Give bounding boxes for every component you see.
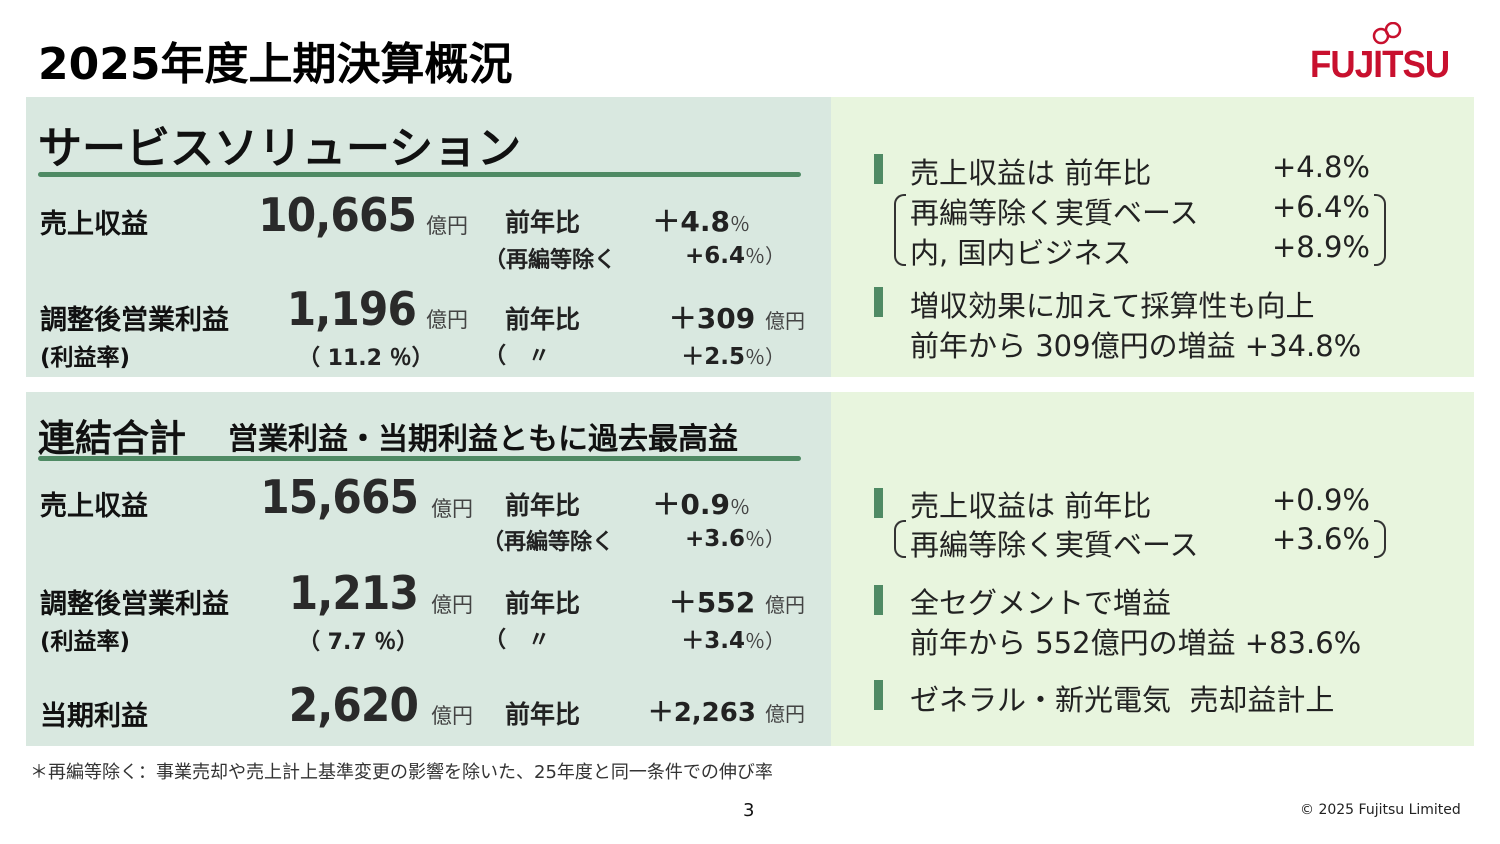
cons-revenue-value: 15,665 [260, 470, 419, 524]
bullet-bar [874, 154, 883, 184]
yoy-unit: 億円 [765, 702, 805, 726]
copyright: © 2025 Fujitsu Limited [1300, 802, 1461, 818]
ss-hl-profit-increase: 前年から 309億円の増益 +34.8% [910, 329, 1362, 363]
cons-margin-value: （ 7.7 ％） [298, 630, 419, 655]
adj-number: +3.6 [684, 526, 745, 552]
left-bracket [894, 520, 906, 558]
cons-revenue-adj-label: （再編等除く [482, 530, 615, 555]
cons-net-profit-value: 2,620 [288, 678, 419, 732]
consolidated-heading: 連結合計 [38, 417, 186, 460]
ss-hl-adj-label: 再編等除く実質ベース [910, 196, 1199, 230]
cons-net-profit-yoy-label: 前年比 [505, 700, 581, 729]
cons-op-profit-yoy-label: 前年比 [505, 589, 581, 618]
cons-hl-segments: 全セグメントで増益 [910, 586, 1172, 620]
ss-hl-domestic-label: 内, 国内ビジネス [910, 236, 1132, 270]
margin-yoy-number: ＋2.5 [681, 344, 745, 370]
bullet-bar [874, 585, 883, 615]
footnote: ＊再編等除く：事業売却や売上計上基準変更の影響を除いた、25年度と同一条件での伸… [30, 762, 773, 783]
left-bracket [894, 194, 906, 266]
yoy-unit: ％ [730, 212, 750, 236]
yoy-number: ＋2,263 [647, 698, 756, 728]
cons-hl-revenue-value: +0.9% [1272, 483, 1370, 517]
cons-net-profit-yoy-value: ＋2,263 億円 [600, 692, 805, 729]
ss-op-profit-yoy-value: ＋309 億円 [640, 297, 805, 337]
ss-margin-yoy-value: ＋2.5％） [660, 337, 785, 371]
yoy-unit: 億円 [765, 593, 805, 617]
ss-revenue-adj-value: +6.4％） [660, 240, 785, 269]
cons-net-profit-unit: 億円 [431, 704, 473, 728]
cons-margin-yoy-value: ＋3.4％） [660, 621, 785, 655]
consolidated-panel [26, 392, 831, 746]
infinity-mark-icon [1372, 22, 1402, 45]
cons-hl-divestiture: ゼネラル・新光電気 売却益計上 [910, 683, 1335, 717]
page-title: 2025年度上期決算概況 [38, 39, 513, 90]
margin-yoy-unit: ％） [745, 629, 785, 653]
ss-hl-domestic-value: +8.9% [1272, 230, 1370, 264]
cons-op-profit-unit: 億円 [431, 593, 473, 617]
ss-margin-label: (利益率) [40, 345, 131, 371]
ss-hl-revenue-value: +4.8% [1272, 150, 1370, 184]
adj-unit: ％） [745, 244, 785, 268]
bullet-bar [874, 287, 883, 317]
cons-revenue-yoy-label: 前年比 [505, 491, 581, 520]
right-bracket [1374, 194, 1386, 266]
yoy-number: ＋552 [668, 586, 756, 619]
margin-yoy-unit: ％） [745, 345, 785, 369]
consolidated-highlights-panel [831, 392, 1474, 746]
cons-revenue-unit: 億円 [431, 497, 473, 521]
ss-op-profit-value: 1,196 [286, 282, 417, 336]
cons-hl-adj-value: +3.6% [1272, 522, 1370, 556]
adj-unit: ％） [745, 527, 785, 551]
cons-revenue-yoy-value: ＋0.9％ [640, 483, 750, 523]
yoy-number: ＋309 [668, 302, 756, 335]
cons-op-profit-yoy-value: ＋552 億円 [640, 581, 805, 621]
ss-op-profit-label: 調整後営業利益 [40, 305, 229, 336]
ss-revenue-yoy-value: ＋4.8％ [640, 200, 750, 240]
brand-wordmark: FUJITSU [1310, 44, 1450, 86]
section-rule [38, 172, 801, 177]
bullet-bar [874, 488, 883, 518]
ss-margin-yoy-label: （ 〃 [484, 344, 551, 369]
service-solutions-panel [26, 97, 831, 377]
ss-revenue-unit: 億円 [426, 214, 468, 238]
page-number: 3 [743, 800, 755, 821]
yoy-unit: 億円 [765, 309, 805, 333]
ss-op-profit-unit: 億円 [426, 308, 468, 332]
fujitsu-logo: FUJITSU [1310, 22, 1460, 92]
ss-revenue-adj-label: （再編等除く [484, 248, 617, 273]
service-solutions-heading: サービスソリューション [38, 123, 522, 174]
section-rule [38, 456, 801, 461]
ss-op-profit-yoy-label: 前年比 [505, 305, 581, 334]
right-bracket [1374, 520, 1386, 558]
yoy-number: ＋0.9 [652, 488, 730, 521]
ss-revenue-yoy-label: 前年比 [505, 208, 581, 237]
ss-margin-value: （ 11.2 ％） [298, 346, 434, 371]
consolidated-subheading: 営業利益・当期利益ともに過去最高益 [228, 422, 738, 457]
cons-hl-profit-increase: 前年から 552億円の増益 +83.6% [910, 626, 1362, 660]
yoy-unit: ％ [730, 495, 750, 519]
ss-hl-profitability: 増収効果に加えて採算性も向上 [910, 289, 1315, 323]
cons-net-profit-label: 当期利益 [40, 701, 148, 732]
cons-op-profit-label: 調整後営業利益 [40, 589, 229, 620]
cons-revenue-adj-value: +3.6％） [660, 523, 785, 552]
cons-hl-adj-label: 再編等除く実質ベース [910, 528, 1199, 562]
cons-margin-yoy-label: （ 〃 [484, 628, 551, 653]
cons-op-profit-value: 1,213 [288, 566, 419, 620]
ss-revenue-value: 10,665 [258, 188, 417, 242]
margin-yoy-number: ＋3.4 [681, 628, 745, 654]
cons-revenue-label: 売上収益 [40, 491, 148, 522]
adj-number: +6.4 [684, 243, 745, 269]
yoy-number: ＋4.8 [652, 205, 730, 238]
bullet-bar [874, 680, 883, 710]
service-solutions-highlights-panel [831, 97, 1474, 377]
ss-hl-revenue-label: 売上収益は 前年比 [910, 156, 1152, 190]
cons-margin-label: (利益率) [40, 629, 131, 655]
ss-hl-adj-value: +6.4% [1272, 190, 1370, 224]
cons-hl-revenue-label: 売上収益は 前年比 [910, 489, 1152, 523]
ss-revenue-label: 売上収益 [40, 209, 148, 240]
